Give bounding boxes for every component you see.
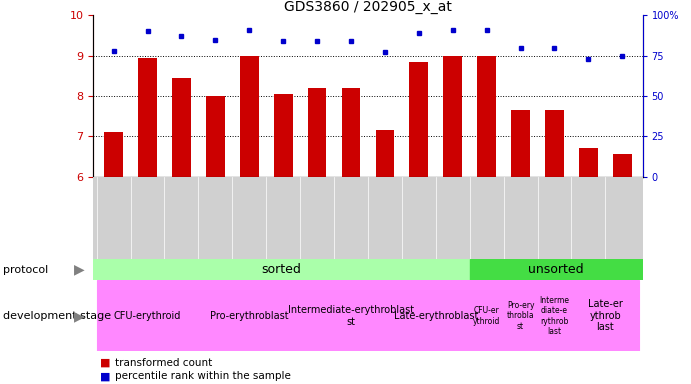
Text: Intermediate-erythroblast
st: Intermediate-erythroblast st [288,305,414,327]
Text: Late-er
ythrob
last: Late-er ythrob last [588,299,623,333]
Bar [172,78,191,177]
Bar [477,56,496,177]
Text: Late-erythroblast: Late-erythroblast [394,311,478,321]
Bar [300,280,402,351]
Bar [376,130,395,177]
Bar [579,149,598,177]
Bar [138,58,157,177]
Text: ▶: ▶ [74,309,85,323]
Text: protocol: protocol [3,265,48,275]
Bar [240,56,258,177]
Bar [545,110,564,177]
Bar [470,259,643,280]
Text: ■: ■ [100,358,111,368]
Bar [97,280,198,351]
Text: transformed count: transformed count [115,358,213,368]
Bar [206,96,225,177]
Bar [198,280,300,351]
Bar [93,259,470,280]
Text: unsorted: unsorted [529,263,584,276]
Bar [613,154,632,177]
Text: sorted: sorted [262,263,301,276]
Text: Interme
diate-e
rythrob
last: Interme diate-e rythrob last [540,296,569,336]
Bar [410,62,428,177]
Bar [511,110,530,177]
Text: ■: ■ [100,371,111,381]
Bar [341,88,360,177]
Bar [274,94,292,177]
Text: ▶: ▶ [74,263,85,277]
Text: percentile rank within the sample: percentile rank within the sample [115,371,292,381]
Text: CFU-er
ythroid: CFU-er ythroid [473,306,500,326]
Bar [444,56,462,177]
Bar [571,280,639,351]
Bar [104,132,123,177]
Bar [402,280,470,351]
Bar [307,88,326,177]
Bar [470,280,504,351]
Bar [538,280,571,351]
Text: development stage: development stage [3,311,111,321]
Text: Pro-ery
throbla
st: Pro-ery throbla st [507,301,534,331]
Bar [504,280,538,351]
Text: CFU-erythroid: CFU-erythroid [114,311,181,321]
Title: GDS3860 / 202905_x_at: GDS3860 / 202905_x_at [284,0,452,14]
Text: Pro-erythroblast: Pro-erythroblast [210,311,289,321]
